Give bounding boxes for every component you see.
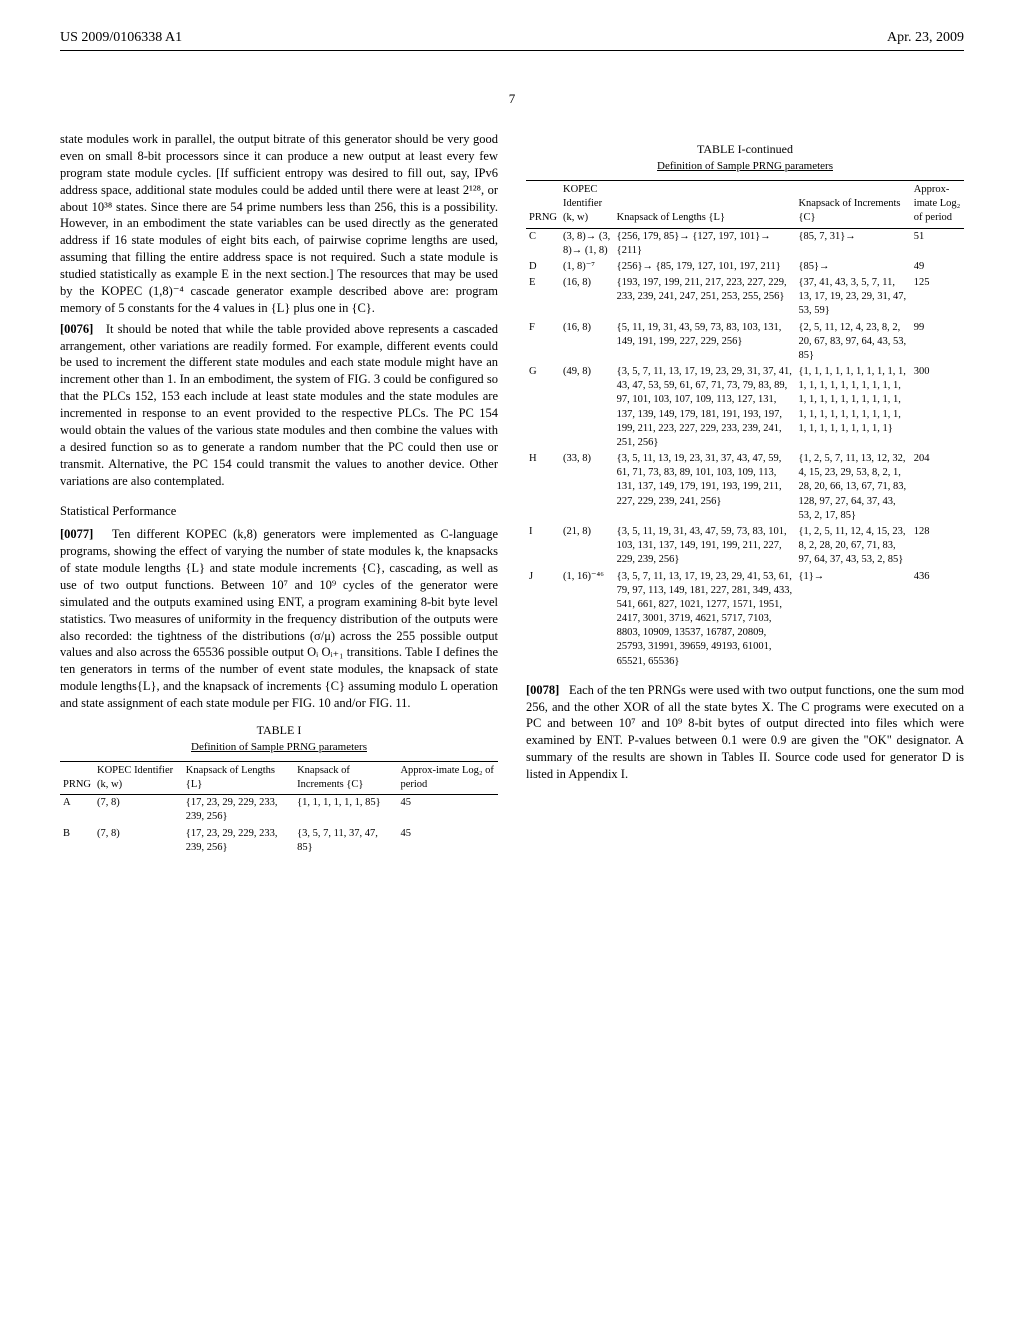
table-cell: {17, 23, 29, 229, 233, 239, 256}	[183, 826, 294, 856]
para-num: [0077]	[60, 527, 93, 541]
table-cell: 436	[911, 569, 964, 670]
para-1: state modules work in parallel, the outp…	[60, 131, 498, 317]
doc-id: US 2009/0106338 A1	[60, 30, 182, 46]
table-row: J(1, 16)⁻⁴⁶{3, 5, 7, 11, 13, 17, 19, 23,…	[526, 569, 964, 670]
table-row: A(7, 8){17, 23, 29, 229, 233, 239, 256}{…	[60, 795, 498, 826]
section-heading: Statistical Performance	[60, 503, 498, 520]
table-cell: {17, 23, 29, 229, 233, 239, 256}	[183, 795, 294, 826]
para-text: Ten different KOPEC (k,8) generators wer…	[60, 527, 498, 710]
table-cell: (7, 8)	[94, 795, 183, 826]
table-cell: A	[60, 795, 94, 826]
table-cell: D	[526, 259, 560, 275]
table-cell: G	[526, 364, 560, 451]
right-column: TABLE I-continued Definition of Sample P…	[526, 131, 964, 856]
table-cell: (1, 16)⁻⁴⁶	[560, 569, 614, 670]
table-cell: (49, 8)	[560, 364, 614, 451]
left-column: state modules work in parallel, the outp…	[60, 131, 498, 856]
table-header: Knapsack of Lengths {L}	[614, 181, 796, 229]
table-subcaption-cont: Definition of Sample PRNG parameters	[526, 159, 964, 174]
table-cell: {37, 41, 43, 3, 5, 7, 11, 13, 17, 19, 23…	[795, 275, 910, 320]
table-cell: {1, 2, 5, 7, 11, 13, 12, 32, 4, 15, 23, …	[795, 451, 910, 524]
table-cell: (16, 8)	[560, 275, 614, 320]
table-cell: 45	[397, 826, 498, 856]
para-num: [0078]	[526, 683, 559, 697]
table-cell: I	[526, 524, 560, 569]
table-cell: (16, 8)	[560, 320, 614, 365]
table-header: PRNG	[526, 181, 560, 229]
table-header: Approx-imate Log₂ of period	[911, 181, 964, 229]
para-3: [0077] Ten different KOPEC (k,8) generat…	[60, 526, 498, 712]
table-caption-cont: TABLE I-continued	[526, 141, 964, 157]
table-row: F(16, 8){5, 11, 19, 31, 43, 59, 73, 83, …	[526, 320, 964, 365]
table-header: Knapsack of Increments {C}	[294, 761, 397, 794]
table-header: KOPEC Identifier (k, w)	[94, 761, 183, 794]
table-cell: {1}→	[795, 569, 910, 670]
table-cell: 49	[911, 259, 964, 275]
pub-date: Apr. 23, 2009	[887, 30, 964, 46]
table-row: B(7, 8){17, 23, 29, 229, 233, 239, 256}{…	[60, 826, 498, 856]
para-2: [0076] It should be noted that while the…	[60, 321, 498, 490]
table-cell: {3, 5, 11, 19, 31, 43, 47, 59, 73, 83, 1…	[614, 524, 796, 569]
table-cell: {85}→	[795, 259, 910, 275]
table-cell: {3, 5, 7, 11, 13, 17, 19, 23, 29, 41, 53…	[614, 569, 796, 670]
para-4: [0078] Each of the ten PRNGs were used w…	[526, 682, 964, 783]
table-cell: 128	[911, 524, 964, 569]
table-cell: (33, 8)	[560, 451, 614, 524]
table-cell: {2, 5, 11, 12, 4, 23, 8, 2, 20, 67, 83, …	[795, 320, 910, 365]
para-num: [0076]	[60, 322, 93, 336]
table-header: Knapsack of Lengths {L}	[183, 761, 294, 794]
para-text: It should be noted that while the table …	[60, 322, 498, 488]
table-cell: {3, 5, 7, 11, 13, 17, 19, 23, 29, 31, 37…	[614, 364, 796, 451]
table-cell: {256}→ {85, 179, 127, 101, 197, 211}	[614, 259, 796, 275]
table-cell: {1, 2, 5, 11, 12, 4, 15, 23, 8, 2, 28, 2…	[795, 524, 910, 569]
table-cell: F	[526, 320, 560, 365]
table-header: Approx-imate Log₂ of period	[397, 761, 498, 794]
table-cell: {3, 5, 11, 13, 19, 23, 31, 37, 43, 47, 5…	[614, 451, 796, 524]
table-cell: (3, 8)→ (3, 8)→ (1, 8)	[560, 228, 614, 259]
table-cell: B	[60, 826, 94, 856]
table-subcaption: Definition of Sample PRNG parameters	[60, 740, 498, 755]
table-cell: {85, 7, 31}→	[795, 228, 910, 259]
table-cell: E	[526, 275, 560, 320]
table-cell: {193, 197, 199, 211, 217, 223, 227, 229,…	[614, 275, 796, 320]
table-cell: (1, 8)⁻⁷	[560, 259, 614, 275]
page-number: 7	[60, 91, 964, 107]
table-cell: J	[526, 569, 560, 670]
table-cell: H	[526, 451, 560, 524]
table-cell: 204	[911, 451, 964, 524]
table-cell: 99	[911, 320, 964, 365]
table-cell: {1, 1, 1, 1, 1, 1, 85}	[294, 795, 397, 826]
page-header: US 2009/0106338 A1 Apr. 23, 2009	[60, 30, 964, 51]
table-cell: {3, 5, 7, 11, 37, 47, 85}	[294, 826, 397, 856]
table-cell: {256, 179, 85}→ {127, 197, 101}→ {211}	[614, 228, 796, 259]
table-cell: 45	[397, 795, 498, 826]
table-cell: 300	[911, 364, 964, 451]
table-cell: {1, 1, 1, 1, 1, 1, 1, 1, 1, 1, 1, 1, 1, …	[795, 364, 910, 451]
table-1-continued: PRNGKOPEC Identifier (k, w)Knapsack of L…	[526, 180, 964, 670]
table-cell: 125	[911, 275, 964, 320]
table-row: C(3, 8)→ (3, 8)→ (1, 8){256, 179, 85}→ {…	[526, 228, 964, 259]
table-row: D(1, 8)⁻⁷{256}→ {85, 179, 127, 101, 197,…	[526, 259, 964, 275]
table-row: I(21, 8){3, 5, 11, 19, 31, 43, 47, 59, 7…	[526, 524, 964, 569]
table-header: KOPEC Identifier (k, w)	[560, 181, 614, 229]
table-row: E(16, 8){193, 197, 199, 211, 217, 223, 2…	[526, 275, 964, 320]
table-row: G(49, 8){3, 5, 7, 11, 13, 17, 19, 23, 29…	[526, 364, 964, 451]
table-row: H(33, 8){3, 5, 11, 13, 19, 23, 31, 37, 4…	[526, 451, 964, 524]
table-cell: C	[526, 228, 560, 259]
table-caption: TABLE I	[60, 722, 498, 738]
para-text: Each of the ten PRNGs were used with two…	[526, 683, 964, 781]
table-header: PRNG	[60, 761, 94, 794]
table-cell: 51	[911, 228, 964, 259]
table-cell: (21, 8)	[560, 524, 614, 569]
table-cell: (7, 8)	[94, 826, 183, 856]
table-1: PRNGKOPEC Identifier (k, w)Knapsack of L…	[60, 761, 498, 856]
table-header: Knapsack of Increments {C}	[795, 181, 910, 229]
table-cell: {5, 11, 19, 31, 43, 59, 73, 83, 103, 131…	[614, 320, 796, 365]
